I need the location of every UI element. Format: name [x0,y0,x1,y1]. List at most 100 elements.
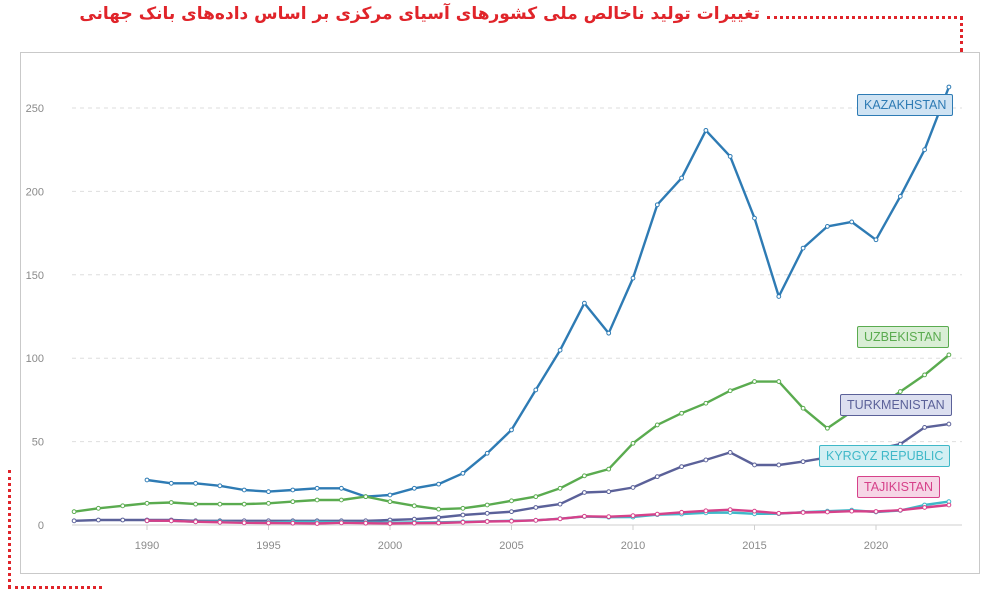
data-point-uzbekistan [679,410,684,416]
data-point-kazakhstan [411,485,417,491]
data-point-kazakhstan [339,485,344,491]
data-point-kazakhstan [582,300,587,306]
data-point-tajikistan [193,519,199,525]
data-point-turkmenistan [922,425,927,430]
page-title: تغییرات تولید ناخالص ملی کشورهای آسیای م… [79,4,760,24]
data-point-uzbekistan [96,505,101,511]
data-point-uzbekistan [144,500,150,506]
data-point-tajikistan [922,505,927,510]
data-point-tajikistan [411,520,417,526]
data-point-kazakhstan [460,470,466,476]
series-label-uzbekistan: UZBEKISTAN [857,326,949,348]
data-point-turkmenistan [703,457,709,463]
data-point-uzbekistan [217,501,223,507]
data-point-uzbekistan [776,379,782,384]
data-point-turkmenistan [630,485,636,490]
series-label-tajikistan: TAJIKISTAN [857,476,940,498]
data-point-kazakhstan [557,347,563,353]
data-point-uzbekistan [193,501,199,507]
data-point-kazakhstan [533,387,539,393]
data-point-turkmenistan [752,462,757,468]
data-point-turkmenistan [654,474,660,480]
y-tick-label: 200 [26,186,44,198]
data-point-uzbekistan [654,422,660,428]
data-point-tajikistan [557,516,563,522]
y-tick-label: 100 [26,353,44,365]
x-tick-label: 2015 [742,540,766,552]
data-point-uzbekistan [752,379,757,384]
data-point-tajikistan [168,518,174,524]
data-point-kazakhstan [509,427,514,433]
data-point-kazakhstan [241,487,247,493]
data-point-uzbekistan [703,400,709,406]
data-point-tajikistan [800,510,806,515]
x-tick-label: 2000 [378,540,402,552]
data-point-uzbekistan [727,388,733,394]
data-point-tajikistan [436,520,442,526]
data-point-turkmenistan [509,509,514,515]
data-point-kazakhstan [193,480,199,486]
data-point-tajikistan [679,509,684,515]
data-point-kazakhstan [436,481,442,487]
data-point-turkmenistan [484,510,490,516]
data-point-turkmenistan [776,462,782,468]
data-point-uzbekistan [484,502,490,508]
data-point-uzbekistan [266,500,271,506]
data-point-kazakhstan [484,450,490,456]
data-point-kazakhstan [679,175,684,181]
data-point-turkmenistan [606,489,612,495]
data-point-uzbekistan [606,466,612,472]
data-point-kazakhstan [849,219,855,225]
data-point-tajikistan [630,513,636,519]
data-point-turkmenistan [460,512,466,518]
data-point-kazakhstan [217,483,223,489]
data-point-uzbekistan [241,501,247,507]
data-point-tajikistan [606,514,612,520]
data-point-uzbekistan [314,497,320,503]
series-label-kyrgyz-republic: KYRGYZ REPUBLIC [819,445,951,467]
data-point-kazakhstan [314,485,320,491]
x-tick-label: 1995 [256,540,280,552]
data-point-uzbekistan [557,485,563,491]
y-tick-label: 250 [26,103,44,115]
data-point-tajikistan [703,508,709,514]
data-point-kazakhstan [946,84,952,90]
data-point-uzbekistan [825,425,830,431]
data-point-tajikistan [897,507,903,513]
dotted-connector-bottom [8,586,102,589]
x-tick-label: 2010 [621,540,645,552]
data-point-tajikistan [776,510,782,516]
data-point-uzbekistan [387,499,393,505]
data-point-turkmenistan [582,490,587,495]
data-point-turkmenistan [727,450,733,455]
data-point-uzbekistan [339,497,344,503]
series-label-kazakhstan: KAZAKHSTAN [857,94,954,116]
chart-frame [20,52,980,574]
data-point-uzbekistan [582,473,587,479]
data-point-uzbekistan [363,494,369,500]
data-point-tajikistan [217,519,223,525]
y-tick-label: 50 [32,437,44,449]
data-point-tajikistan [509,518,514,524]
data-point-kazakhstan [873,237,879,243]
data-point-kazakhstan [703,127,709,133]
data-point-turkmenistan [533,505,539,510]
series-line-kazakhstan [145,85,951,498]
data-point-tajikistan [266,520,271,526]
data-point-turkmenistan [946,421,952,427]
data-point-turkmenistan [120,517,126,523]
series-line-uzbekistan [72,353,951,513]
dotted-connector-left [8,470,11,588]
data-point-kazakhstan [387,492,393,498]
data-point-uzbekistan [436,506,442,512]
data-point-kazakhstan [606,330,612,336]
data-point-tajikistan [144,518,150,524]
data-point-tajikistan [825,509,830,515]
x-tick-label: 2005 [499,540,523,552]
data-point-uzbekistan [411,503,417,509]
data-point-kazakhstan [290,487,296,493]
data-point-turkmenistan [436,515,442,520]
data-point-uzbekistan [168,500,174,505]
data-point-uzbekistan [71,509,77,515]
